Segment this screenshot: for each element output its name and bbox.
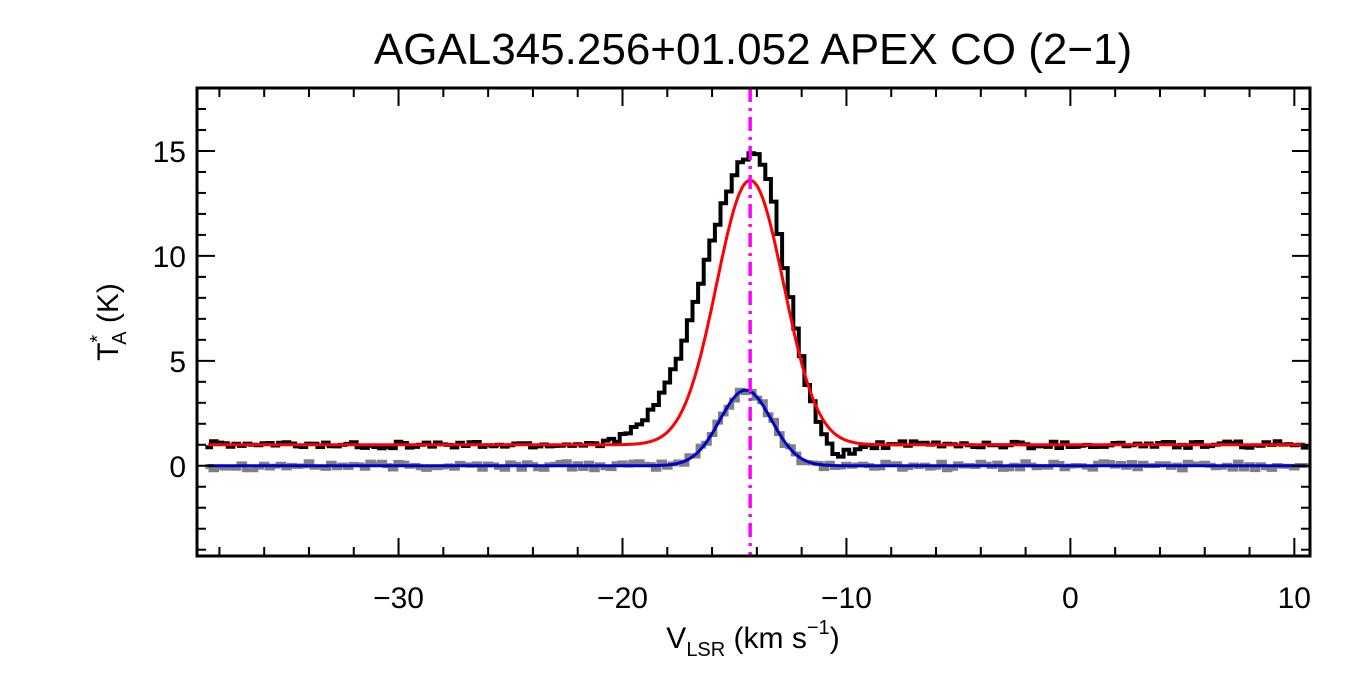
x-tick-label: 10	[1278, 582, 1311, 615]
x-tick-label: −10	[821, 582, 872, 615]
y-tick-label: 5	[169, 346, 186, 379]
chart-title: AGAL345.256+01.052 APEX CO (2−1)	[374, 25, 1132, 74]
x-tick-label: 0	[1062, 582, 1079, 615]
y-tick-label: 15	[153, 136, 186, 169]
series-fit-line	[208, 178, 1306, 447]
x-axis-label: VLSR (km s−1)	[666, 617, 839, 661]
series-layer	[205, 88, 1309, 556]
y-axis-label: T*A (K)	[87, 283, 131, 361]
series-histogram	[205, 387, 1309, 473]
series-histogram	[205, 151, 1309, 459]
x-tick-label: −20	[597, 582, 648, 615]
y-tick-label: 0	[169, 451, 186, 484]
series-fit-line	[208, 388, 1306, 468]
plot-frame	[195, 86, 1312, 558]
x-tick-label: −30	[373, 582, 424, 615]
plot-area: −30 −20 −10 0 10 0 5 10 15	[153, 86, 1312, 615]
y-tick-label: 10	[153, 241, 186, 274]
tick-layer: −30 −20 −10 0 10 0 5 10 15	[153, 87, 1311, 615]
